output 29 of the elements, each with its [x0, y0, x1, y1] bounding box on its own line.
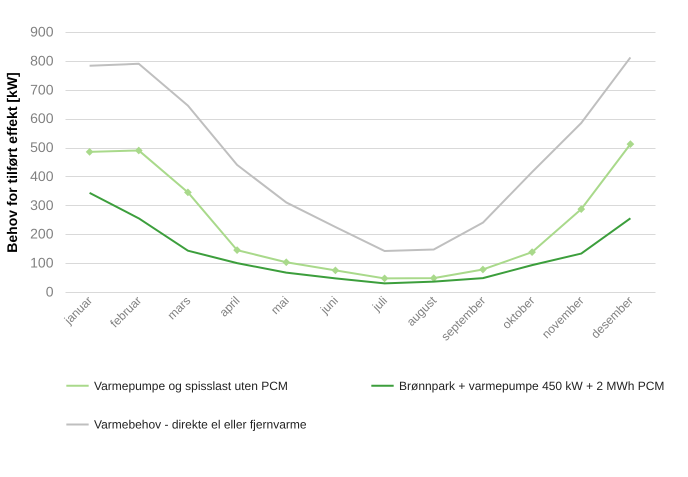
point: [134, 146, 143, 154]
legend-label: Varmepumpe og spisslast uten PCM: [94, 378, 288, 393]
point: [233, 246, 241, 254]
y-tick-label: 400: [30, 168, 54, 184]
y-tick-label: 200: [30, 226, 54, 242]
line-series: [88, 56, 632, 252]
point: [282, 258, 290, 266]
y-tick-label: 800: [30, 52, 54, 68]
y-tick-label: 300: [30, 196, 54, 213]
y-tick-label: 500: [30, 139, 54, 156]
y-axis-title: Behov for tilført effekt [kW]: [4, 72, 20, 253]
x-tick-label: mai: [268, 294, 292, 318]
point: [626, 140, 634, 148]
point: [184, 188, 192, 196]
legend-label: Varmebehov - direkte el eller fjernvarme: [94, 418, 307, 432]
y-tick-label: 700: [30, 81, 54, 98]
point: [479, 266, 487, 274]
point: [332, 266, 340, 274]
point: [86, 148, 94, 156]
point: [380, 274, 388, 282]
legend-label: Brønnpark + varmepumpe 450 kW + 2 MWh PCM: [399, 378, 664, 393]
x-tick-label: juli: [369, 294, 390, 315]
point: [577, 205, 586, 213]
y-tick-label: 0: [46, 284, 54, 300]
y-tick-label: 900: [30, 24, 54, 40]
y-tick-label: 100: [30, 254, 54, 271]
line-series: [88, 192, 632, 284]
y-tick-label: 600: [30, 110, 54, 126]
point: [528, 248, 536, 256]
